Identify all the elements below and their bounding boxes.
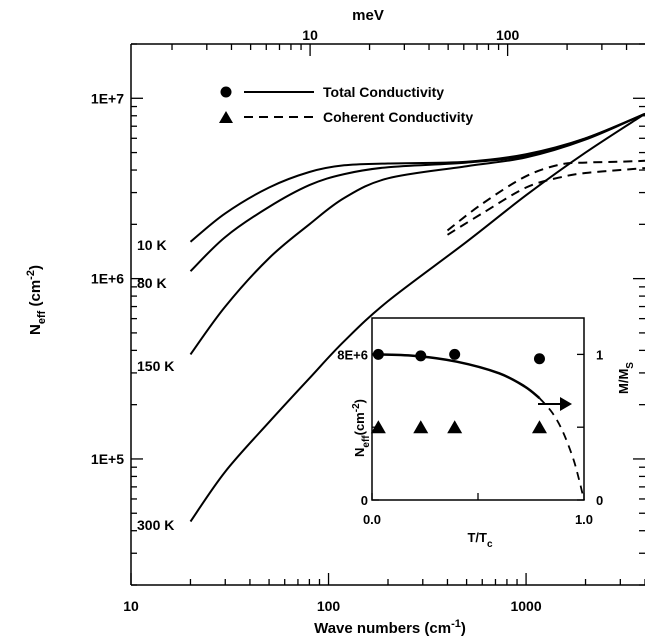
curve-label-300k: 300 K [137, 517, 174, 533]
curve-label-150k: 150 K [137, 358, 174, 374]
top-tick-label: 10 [302, 27, 318, 43]
inset-triangle-point [447, 420, 463, 434]
inset-marks [370, 348, 585, 501]
series-line-1 [189, 112, 645, 272]
inset-x-tick-label: 0.0 [363, 512, 381, 527]
inset-circle-point [449, 348, 461, 360]
curve-label-10k: 10 K [137, 237, 167, 253]
x-tick-label: 1000 [510, 598, 541, 614]
x-tick-label: 100 [317, 598, 341, 614]
series-line-0 [189, 112, 645, 243]
legend-label-total: Total Conductivity [323, 84, 444, 100]
curve-label-80k: 80 K [137, 275, 167, 291]
main-curves [189, 112, 645, 523]
inset-line-2 [371, 353, 541, 400]
legend-triangle-marker [219, 111, 233, 123]
series-line-2 [189, 112, 645, 355]
series-line-5 [446, 167, 645, 236]
main-ticks [130, 43, 645, 586]
y-tick-label: 1E+7 [91, 90, 124, 106]
main-labels: 10 100 1000 1E+5 1E+6 1E+7 10 100 [91, 27, 542, 614]
inset-frame [371, 317, 585, 501]
inset-right-tick-label: 0 [596, 493, 603, 508]
y-tick-label: 1E+6 [91, 271, 124, 287]
y-tick-label: 1E+5 [91, 451, 124, 467]
inset-triangle-point [531, 420, 547, 434]
inset-line-3 [538, 397, 585, 501]
x-tick-label: 10 [123, 598, 139, 614]
inset-y-axis-label: Neff(cm-2) [351, 399, 372, 457]
inset-y-tick-label: 8E+6 [337, 347, 368, 362]
top-tick-label: 100 [496, 27, 520, 43]
inset-x-tick-label: 1.0 [575, 512, 593, 527]
legend-label-coherent: Coherent Conductivity [323, 109, 473, 125]
inset-right-axis-label: M/MS [616, 362, 636, 394]
top-axis-label: meV [352, 7, 384, 24]
inset-x-axis-label: T/Tc [467, 530, 493, 550]
inset-arrow [538, 397, 572, 411]
legend-circle-marker [220, 86, 232, 98]
legend: Total Conductivity Coherent Conductivity [219, 84, 473, 125]
x-axis-label: Wave numbers (cm-1) [314, 618, 466, 637]
inset-right-tick-label: 1 [596, 347, 603, 362]
inset-triangle-point [370, 420, 386, 434]
y-axis-label: Neff (cm-2) [25, 265, 48, 335]
inset-y-tick-label: 0 [361, 493, 368, 508]
inset-circle-point [533, 353, 545, 365]
series-line-3 [189, 112, 645, 523]
inset-triangle-point [413, 420, 429, 434]
